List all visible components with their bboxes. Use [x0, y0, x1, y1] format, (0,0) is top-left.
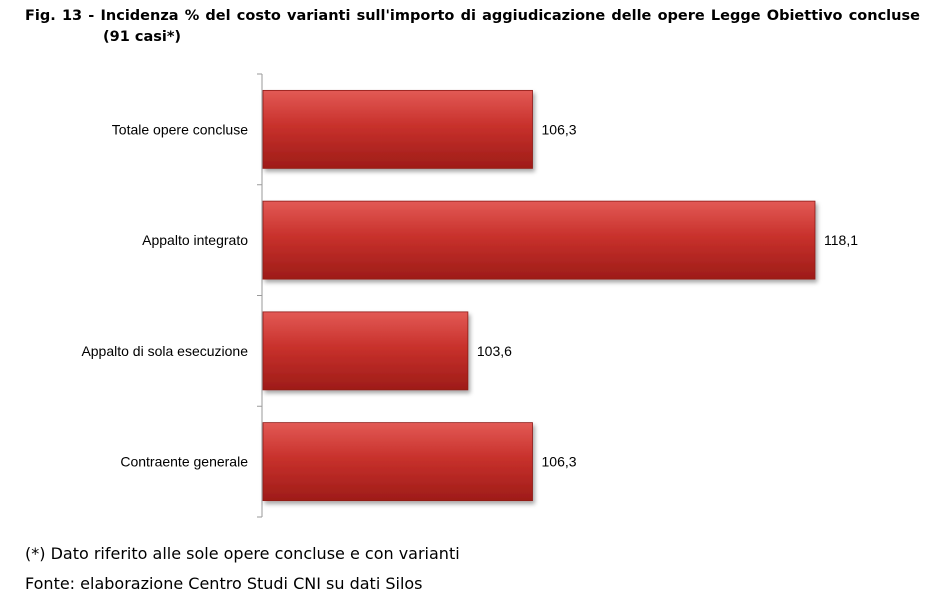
chart-title-word: del — [205, 8, 231, 24]
chart-title-word: varianti — [287, 8, 351, 24]
bar — [262, 200, 816, 280]
chart-title-line2: (91 casi*) — [103, 29, 182, 45]
chart-title-word: delle — [611, 8, 652, 24]
chart-title-word: opere — [657, 8, 705, 24]
bar — [262, 89, 533, 169]
chart-title-word: costo — [236, 8, 281, 24]
chart-title-word: di — [460, 8, 476, 24]
bar — [262, 311, 469, 391]
category-label: Totale opere concluse — [112, 121, 248, 137]
chart-title-word: aggiudicazione — [482, 8, 606, 24]
data-label: 106,3 — [542, 454, 577, 470]
chart-title-word: sull'importo — [356, 8, 455, 24]
chart-title-word: Incidenza — [100, 8, 179, 24]
category-label: Appalto integrato — [142, 232, 248, 248]
chart-title-word: Legge — [710, 8, 761, 24]
data-label: 103,6 — [477, 343, 512, 359]
data-label: 118,1 — [824, 232, 858, 248]
data-label: 106,3 — [542, 121, 577, 137]
chart-title-word: 13 — [61, 8, 83, 24]
chart-title-word: - — [88, 8, 95, 24]
source-note: Fonte: elaborazione Centro Studi CNI su … — [25, 574, 423, 593]
footnote: (*) Dato riferito alle sole opere conclu… — [25, 544, 460, 563]
chart-title-line1: Fig. 13- Incidenza% del costo varianti sull'im… — [25, 6, 920, 27]
bar — [262, 422, 533, 502]
plot-area: Totale opere concluse 106,3 Appalto integr… — [81, 73, 858, 518]
chart-title: Fig. 13- Incidenza% del costo varianti sull'im… — [25, 6, 920, 48]
chart-title-word: % — [184, 8, 200, 24]
category-label: Appalto di sola esecuzione — [81, 343, 248, 359]
chart-title-word: Fig. — [25, 8, 56, 24]
category-label: Contraente generale — [120, 454, 248, 470]
chart-title-word: concluse — [848, 8, 920, 24]
chart-title-word: Obiettivo — [766, 8, 843, 24]
